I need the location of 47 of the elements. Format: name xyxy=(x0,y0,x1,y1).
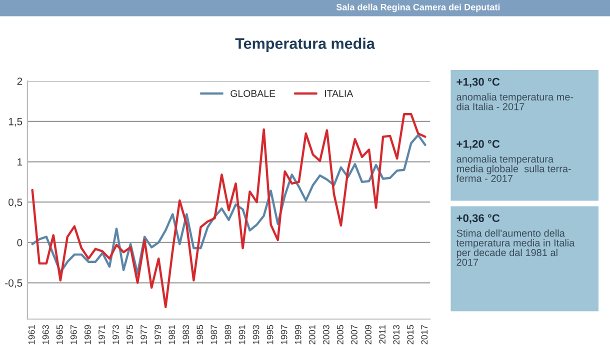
x-tick-label: 1983 xyxy=(182,325,190,344)
text: +1,20 °C xyxy=(456,140,500,150)
y-tick-label: 2 xyxy=(17,78,22,85)
line-series xyxy=(31,134,426,276)
x-tick-label: 2007 xyxy=(351,325,358,344)
x-tick-label: 1971 xyxy=(98,325,105,344)
x-tick-label: 2017 xyxy=(421,325,428,344)
legend-label: GLOBALE xyxy=(230,90,276,97)
text: +1,30 °C xyxy=(456,78,500,88)
y-tick-label: 1 xyxy=(18,158,22,166)
x-tick-label: 1981 xyxy=(168,325,176,344)
text: Sala della Regina Camera dei Deputati xyxy=(336,4,500,12)
x-tick-label: 2009 xyxy=(365,325,372,344)
x-tick-label: 1995 xyxy=(266,325,274,344)
x-tick-label: 1975 xyxy=(126,325,133,344)
x-tick-label: 1977 xyxy=(140,325,148,344)
text: anomalia temperatura media globale sulla terra- ferma - 2017 xyxy=(456,155,571,182)
x-tick-label: 1985 xyxy=(196,325,204,344)
y-tick-label: 0 xyxy=(17,238,22,246)
x-tick-label: 2003 xyxy=(322,325,330,344)
x-tick-label: 1965 xyxy=(56,325,63,344)
legend-label: ITALIA xyxy=(325,90,354,97)
x-tick-label: 2011 xyxy=(379,325,386,344)
line-series xyxy=(31,113,426,308)
x-tick-label: 2013 xyxy=(393,325,400,344)
x-tick-label: 1999 xyxy=(294,325,302,344)
x-tick-label: 1997 xyxy=(280,325,288,344)
x-tick-label: 1991 xyxy=(238,325,246,344)
text: Stima dell'aumento della temperatura media in Italia per decade dal 1981 al 2017 xyxy=(456,229,575,266)
x-tick-label: 1993 xyxy=(252,325,260,344)
text: anomalia temperatura me- dia Italia - 2017 xyxy=(456,93,574,110)
y-tick-label: 1,5 xyxy=(8,118,22,127)
x-tick-label: 1973 xyxy=(112,325,119,344)
x-tick-label: 2005 xyxy=(337,325,344,344)
chart-title: Temperatura media xyxy=(235,38,376,52)
text: +0,36 °C xyxy=(456,214,500,224)
x-tick-label: 2001 xyxy=(308,325,316,344)
x-tick-label: 1979 xyxy=(154,325,162,344)
x-tick-label: 1961 xyxy=(28,325,35,344)
x-tick-label: 1987 xyxy=(210,325,218,344)
x-tick-label: 1969 xyxy=(84,325,91,344)
x-tick-label: 1989 xyxy=(224,325,232,344)
y-tick-label: -0,5 xyxy=(5,279,22,288)
x-tick-label: 1963 xyxy=(42,325,49,344)
x-tick-label: 2015 xyxy=(407,325,414,344)
x-tick-label: 1967 xyxy=(70,325,77,344)
y-tick-label: 0,5 xyxy=(8,198,22,208)
